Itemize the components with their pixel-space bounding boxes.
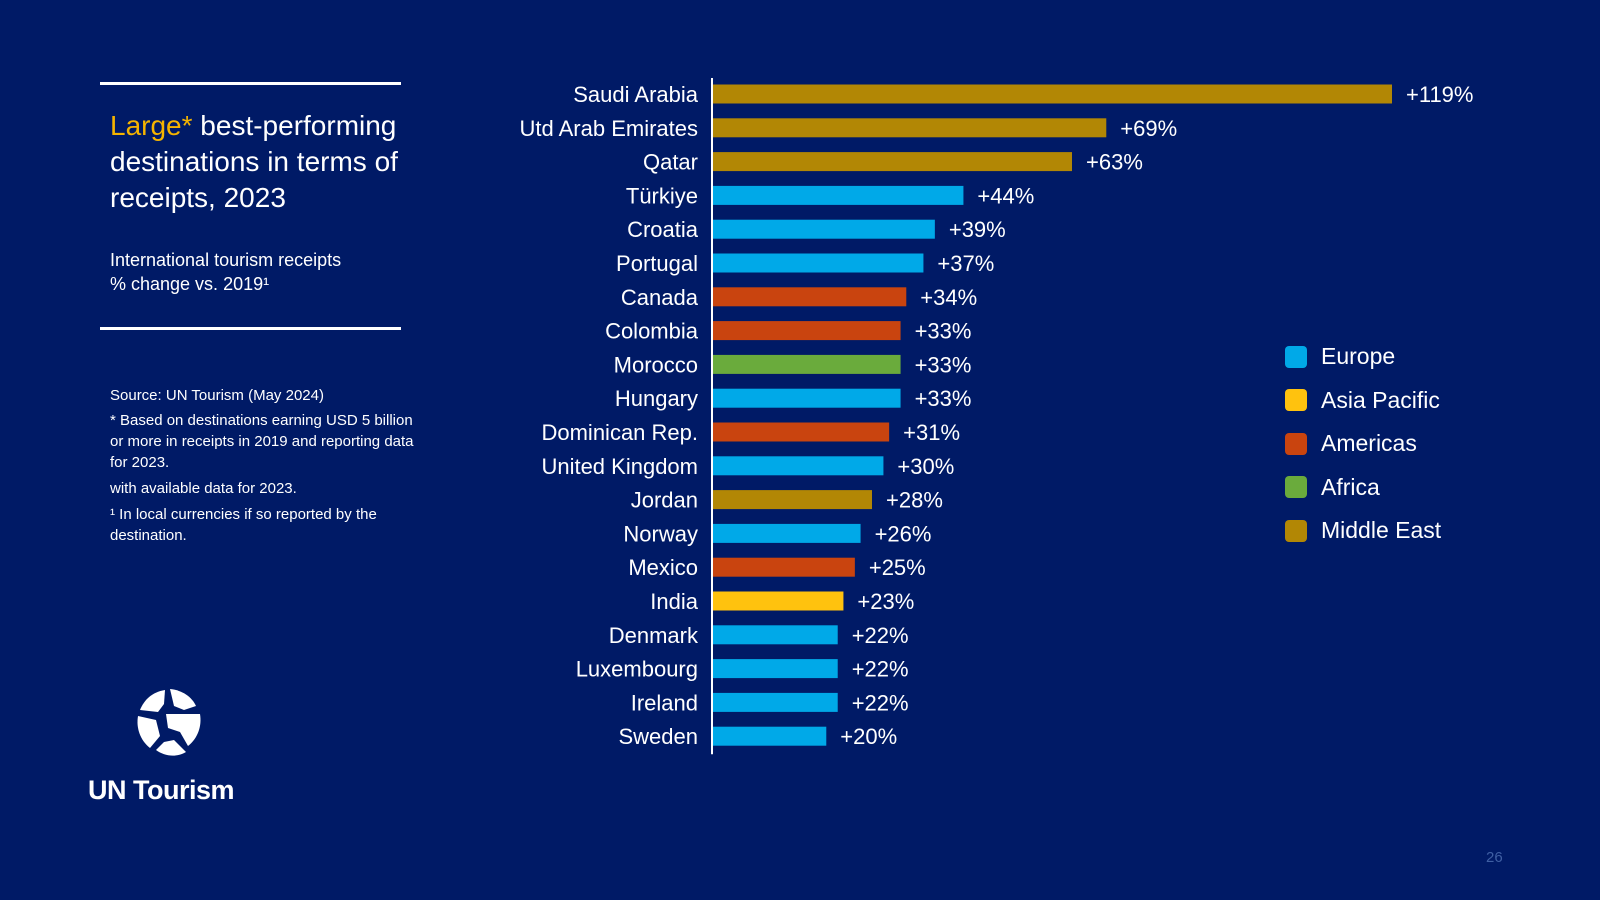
bar-15 xyxy=(712,591,844,611)
category-label: India xyxy=(650,589,698,614)
legend-label: Middle East xyxy=(1321,517,1442,544)
category-label: Norway xyxy=(623,521,698,546)
category-label: Sweden xyxy=(618,724,698,749)
bar-3 xyxy=(712,185,964,205)
bar-0 xyxy=(712,84,1392,104)
bar-9 xyxy=(712,388,901,408)
bar-17 xyxy=(712,659,838,679)
bar-8 xyxy=(712,354,901,374)
bar-18 xyxy=(712,692,838,712)
category-label: Portugal xyxy=(616,251,698,276)
legend-swatch xyxy=(1285,432,1307,455)
value-label: +39% xyxy=(949,217,1006,242)
category-label: Qatar xyxy=(643,150,698,175)
value-label: +25% xyxy=(869,555,926,580)
legend-item: Americas xyxy=(1285,422,1441,466)
value-label: +63% xyxy=(1086,150,1143,175)
category-label: Dominican Rep. xyxy=(541,420,698,445)
un-tourism-globe-icon xyxy=(137,689,201,756)
value-label: +44% xyxy=(977,183,1034,208)
value-label: +23% xyxy=(857,589,914,614)
category-label: Jordan xyxy=(631,488,698,513)
value-label: +30% xyxy=(897,454,954,479)
bar-5 xyxy=(712,253,924,273)
bar-7 xyxy=(712,321,901,341)
value-label: +119% xyxy=(1406,82,1473,107)
brand-name: UN Tourism xyxy=(88,775,235,805)
subtitle-line-1: International tourism receipts xyxy=(110,250,342,270)
value-label: +69% xyxy=(1120,116,1177,141)
legend-label: Asia Pacific xyxy=(1321,386,1440,413)
category-label: Türkiye xyxy=(626,183,698,208)
bar-10 xyxy=(712,422,890,442)
legend-label: Europe xyxy=(1321,343,1396,370)
bar-19 xyxy=(712,726,827,746)
category-label: Canada xyxy=(621,285,699,310)
legend-swatch xyxy=(1285,519,1307,542)
value-label: +20% xyxy=(840,724,897,749)
value-label: +28% xyxy=(886,488,943,513)
title-highlight: Large* xyxy=(110,110,193,141)
legend-item: Asia Pacific xyxy=(1285,379,1441,423)
title-top-rule xyxy=(100,82,401,85)
bar-14 xyxy=(712,557,855,577)
subtitle-line-2: % change vs. 2019¹ xyxy=(110,274,270,294)
title-bottom-rule xyxy=(100,327,401,330)
value-label: +22% xyxy=(852,657,909,682)
bar-6 xyxy=(712,287,907,307)
value-label: +37% xyxy=(937,251,994,276)
source-text: Source: UN Tourism (May 2024) xyxy=(110,387,324,404)
legend-label: Americas xyxy=(1321,430,1417,457)
category-label: Croatia xyxy=(627,217,699,242)
category-label: Ireland xyxy=(631,690,698,715)
page-title: Large* best-performing destinations in t… xyxy=(110,108,440,216)
category-label: Utd Arab Emirates xyxy=(519,116,698,141)
title-rest: best-performing destinations in terms of… xyxy=(110,110,398,213)
category-label: Hungary xyxy=(615,386,698,411)
bar-11 xyxy=(712,456,884,476)
category-label: United Kingdom xyxy=(541,454,698,479)
value-label: +26% xyxy=(875,521,932,546)
value-label: +33% xyxy=(915,319,972,344)
value-label: +22% xyxy=(852,690,909,715)
legend-item: Africa xyxy=(1285,466,1441,510)
legend-item: Europe xyxy=(1285,335,1441,379)
value-label: +33% xyxy=(915,352,972,377)
category-label: Saudi Arabia xyxy=(573,82,699,107)
value-label: +33% xyxy=(915,386,972,411)
bar-12 xyxy=(712,490,872,510)
chart-subtitle: International tourism receipts % change … xyxy=(110,248,430,296)
value-label: +34% xyxy=(920,285,977,310)
bar-13 xyxy=(712,523,861,543)
bar-16 xyxy=(712,625,838,645)
legend-swatch xyxy=(1285,476,1307,499)
footnote-3: ¹ In local currencies if so reported by … xyxy=(110,506,377,544)
bar-4 xyxy=(712,219,935,239)
category-label: Colombia xyxy=(605,319,699,344)
legend-swatch xyxy=(1285,389,1307,412)
category-label: Morocco xyxy=(614,352,698,377)
category-label: Mexico xyxy=(628,555,698,580)
legend-label: Africa xyxy=(1321,473,1380,500)
legend-item: Middle East xyxy=(1285,509,1441,553)
legend-swatch xyxy=(1285,345,1307,368)
value-label: +22% xyxy=(852,623,909,648)
category-label: Luxembourg xyxy=(576,657,698,682)
bar-1 xyxy=(712,118,1107,138)
footnote-1: * Based on destinations earning USD 5 bi… xyxy=(110,412,414,471)
category-label: Denmark xyxy=(609,623,699,648)
source-notes: Source: UN Tourism (May 2024) * Based on… xyxy=(110,385,430,551)
bar-2 xyxy=(712,152,1072,172)
chart-legend: Europe Asia Pacific Americas Africa Middle E… xyxy=(1285,335,1441,553)
value-label: +31% xyxy=(903,420,960,445)
footnote-2: with available data for 2023. xyxy=(110,480,297,497)
page-number: 26 xyxy=(1486,849,1503,866)
